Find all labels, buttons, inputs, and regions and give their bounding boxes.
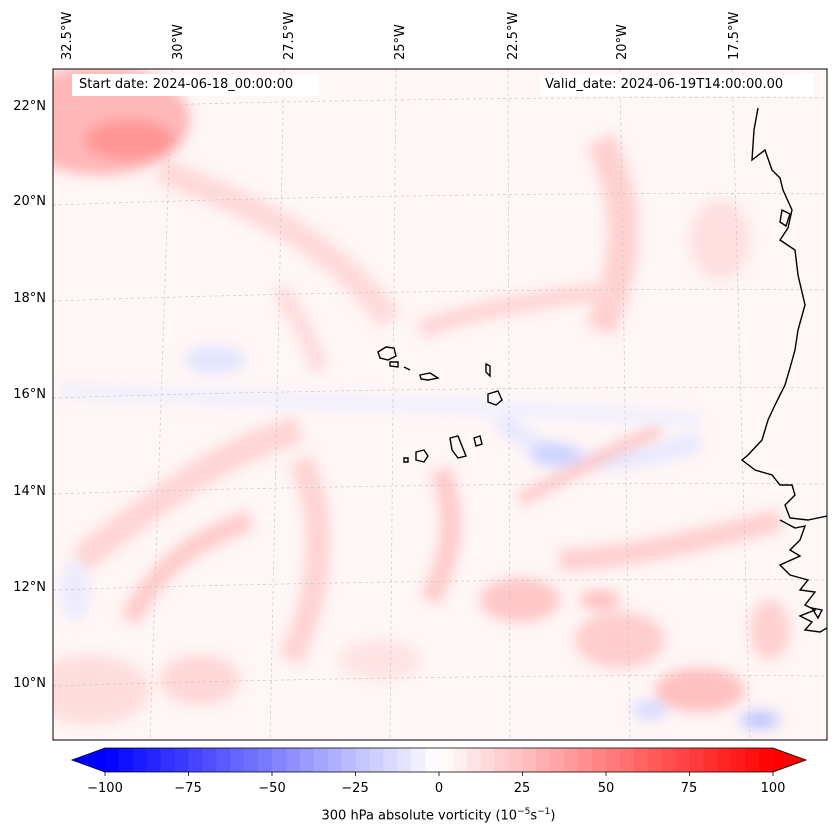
colorbar-segment [146, 748, 162, 772]
lat-label: 18°N [13, 291, 46, 306]
colorbar-segment [397, 748, 412, 772]
colorbar-segment [202, 748, 217, 772]
valid-date-text: Valid_date: 2024-06-19T14:00:00.00 [545, 77, 784, 92]
colorbar-segment [731, 748, 746, 772]
colorbar-segment [522, 748, 537, 772]
colorbar-segment [355, 748, 370, 772]
colorbar-segment [508, 748, 523, 772]
colorbar-segment [536, 748, 551, 772]
colorbar [70, 747, 808, 776]
colorbar-segment [411, 748, 426, 772]
colorbar-extend-min [72, 748, 105, 772]
colorbar-segment [188, 748, 203, 772]
colorbar-segment [578, 748, 593, 772]
start-date-text: Start date: 2024-06-18_00:00:00 [79, 77, 294, 92]
colorbar-tick: −100 [87, 781, 123, 796]
colorbar-segment [745, 748, 760, 772]
colorbar-segment [592, 748, 607, 772]
colorbar-segment [717, 748, 732, 772]
colorbar-segment [759, 748, 774, 772]
colorbar-segment [272, 748, 287, 772]
colorbar-segment [105, 748, 120, 772]
colorbar-tick: 25 [513, 781, 531, 796]
colorbar-segment [341, 748, 356, 772]
colorbar-tick: 50 [597, 781, 615, 796]
graticule [53, 69, 827, 740]
map-frame [52, 68, 828, 741]
colorbar-segment [132, 748, 148, 772]
colorbar-segment [619, 748, 635, 772]
colorbar-segment [118, 748, 134, 772]
colorbar-segment [327, 748, 343, 772]
colorbar-segment [661, 748, 677, 772]
colorbar-segment [550, 748, 565, 772]
lat-label: 22°N [13, 99, 46, 114]
colorbar-segment [383, 748, 398, 772]
colorbar-segment [258, 748, 273, 772]
colorbar-segment [466, 748, 482, 772]
colorbar-segment [160, 748, 176, 772]
colorbar-segment [703, 748, 718, 772]
vorticity-field [53, 69, 827, 740]
colorbar-segment [244, 748, 259, 772]
colorbar-segment [564, 748, 579, 772]
colorbar-segment [675, 748, 690, 772]
lat-label: 10°N [13, 676, 46, 691]
colorbar-segment [174, 748, 189, 772]
colorbar-segment [633, 748, 649, 772]
colorbar-segment [647, 748, 663, 772]
coastline [377, 107, 827, 633]
colorbar-segment [369, 748, 384, 772]
start-date-label: Start date: 2024-06-18_00:00:00 [72, 74, 319, 96]
colorbar-segment [299, 748, 315, 772]
colorbar-tick: 75 [680, 781, 698, 796]
colorbar-segment [494, 748, 510, 772]
colorbar-segment [689, 748, 704, 772]
colorbar-segment [439, 748, 454, 772]
colorbar-segment [425, 748, 440, 772]
colorbar-segment [313, 748, 329, 772]
valid-date-label: Valid_date: 2024-06-19T14:00:00.00 [540, 74, 813, 96]
colorbar-segment [606, 748, 621, 772]
colorbar-title: 300 hPa absolute vorticity (10−5s−1) [321, 807, 556, 824]
lat-label: 20°N [13, 194, 46, 209]
colorbar-extend-max [773, 748, 806, 772]
colorbar-tick: 100 [760, 781, 786, 796]
colorbar-segment [285, 748, 301, 772]
colorbar-segment [452, 748, 468, 772]
colorbar-tick: −50 [258, 781, 286, 796]
lat-label: 16°N [13, 387, 46, 402]
colorbar-segment [230, 748, 245, 772]
colorbar-segment [480, 748, 496, 772]
colorbar-tick: −25 [341, 781, 369, 796]
colorbar-segment [216, 748, 231, 772]
colorbar-tick: 0 [434, 781, 444, 796]
lat-label: 12°N [13, 580, 46, 595]
colorbar-tick: −75 [174, 781, 202, 796]
lat-label: 14°N [13, 484, 46, 499]
